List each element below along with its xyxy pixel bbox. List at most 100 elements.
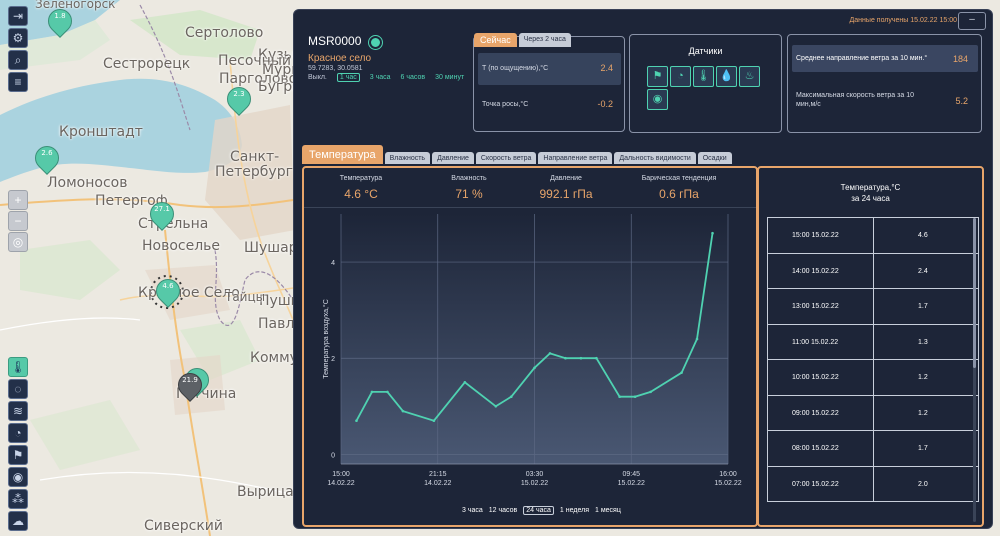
reading-label: Давление [550, 175, 582, 182]
period-3h[interactable]: 3 часа [462, 507, 483, 514]
interval-option-3h[interactable]: 3 часа [369, 74, 391, 81]
tab-visibility[interactable]: Дальность видимости [614, 152, 696, 164]
map-label: Песочный [218, 53, 291, 69]
chart-period-selector: 3 часа 12 часов 24 часа 1 неделя 1 месяц [462, 506, 621, 515]
history-scrollbar[interactable] [973, 218, 976, 522]
pressure-gauge-icon[interactable]: ◔ [670, 66, 691, 87]
humidity-drops-icon[interactable]: 💧 [716, 66, 737, 87]
tab-now[interactable]: Сейчас [474, 33, 517, 47]
map-label: Сертолово [185, 25, 264, 41]
table-row: 13:00 15.02.22 1.7 [767, 288, 979, 325]
settings-icon[interactable]: ⚙ [8, 28, 28, 48]
tab-humidity[interactable]: Влажность [384, 152, 431, 164]
tab-wind-speed[interactable]: Скорость ветра [475, 152, 537, 164]
table-row: 11:00 15.02.22 1.3 [767, 323, 979, 360]
y-tick-label: 0 [331, 452, 335, 459]
temperature-chart: 0 2 4 15:00 14.02.22 21:15 14.02.22 03:30 15.02.… [304, 209, 756, 525]
map-label: Зеленогорск [35, 0, 116, 11]
data-point [463, 380, 467, 384]
station-name: Красное село [308, 53, 372, 64]
period-1w[interactable]: 1 неделя [559, 507, 589, 514]
history-title: Температура,°С за 24 часа [759, 182, 982, 204]
visibility-icon[interactable]: ◉ [8, 467, 28, 487]
station-marker[interactable]: 2.6 [30, 141, 64, 176]
login-icon[interactable]: ⇥ [8, 6, 28, 26]
reading-value: 4.6 °С [344, 187, 378, 201]
map-label: Петербург [215, 164, 293, 180]
data-point [370, 390, 374, 394]
avg-wind-direction-label: Среднее направление ветра за 10 мин.° [796, 55, 928, 62]
interval-option-30m[interactable]: 30 минут [435, 74, 465, 81]
visibility-eye-icon[interactable]: ◉ [647, 89, 668, 110]
period-12h[interactable]: 12 часов [488, 507, 518, 514]
history-time: 11:00 15.02.22 [768, 324, 874, 359]
station-marker[interactable]: 2.3 [222, 82, 256, 117]
x-tick-label: 15:00 [332, 471, 350, 478]
marker-value: 27.1 [154, 205, 170, 213]
max-wind-speed-label: Максимальная скорость ветра за 10 мин,м/… [796, 92, 914, 108]
humidity-icon[interactable]: ◌ [8, 379, 28, 399]
table-row: 09:00 15.02.22 1.2 [767, 394, 979, 431]
history-table[interactable]: 15:00 15.02.22 4.6 14:00 15.02.22 2.4 13:0… [767, 217, 979, 502]
wind-direction-icon[interactable]: ⚑ [8, 445, 28, 465]
tab-temperature[interactable]: Температура [302, 145, 383, 164]
tab-wind-direction[interactable]: Направление ветра [538, 152, 613, 164]
station-marker[interactable]: 27.1 [145, 197, 179, 232]
data-point [618, 395, 621, 398]
menu-icon[interactable]: ≡ [8, 72, 28, 92]
locate-icon[interactable]: ◎ [8, 232, 28, 252]
station-marker[interactable]: 21.9 [173, 368, 207, 403]
interval-option-off[interactable]: Выкл. [308, 74, 327, 81]
interval-option-1h[interactable]: 1 час [336, 73, 360, 82]
history-time: 09:00 15.02.22 [768, 395, 874, 430]
tab-pressure[interactable]: Давление [432, 152, 474, 164]
period-24h[interactable]: 24 часа [523, 506, 554, 515]
precipitation-icon[interactable]: ⁂ [8, 489, 28, 509]
search-icon[interactable]: ⌕ [8, 50, 28, 70]
wind-sock-icon[interactable]: ⚑ [647, 66, 668, 87]
history-card: Температура,°С за 24 часа 15:00 15.02.22… [757, 166, 984, 527]
tab-precipitation[interactable]: Осадки [697, 152, 732, 164]
current-readings: Температура 4.6 °С Влажность 71 % Давлен… [304, 168, 756, 208]
temperature-data-card: Температура 4.6 °С Влажность 71 % Давлен… [302, 166, 758, 527]
tab-in-2-hours[interactable]: Через 2 часа [518, 33, 571, 47]
snow-icon[interactable]: ☁ [8, 511, 28, 531]
history-time: 10:00 15.02.22 [768, 360, 874, 395]
map-label: Пушк [259, 293, 300, 309]
marker-value: 2.6 [41, 149, 53, 157]
reading-value: 71 % [455, 187, 483, 201]
data-point [633, 395, 637, 398]
y-tick-label: 4 [331, 260, 335, 267]
zoom-out-icon[interactable]: − [8, 211, 28, 231]
max-wind-speed-row: Максимальная скорость ветра за 10 мин,м/… [792, 87, 978, 114]
station-marker[interactable]: 1.8 [43, 4, 77, 39]
reading-label: Температура [339, 175, 383, 182]
station-info: MSR0000 Красное село 59.7283, 30.0581 [308, 34, 478, 72]
data-point [695, 337, 699, 341]
wind-icon[interactable]: ≋ [8, 401, 28, 421]
current-conditions-card: Сейчас Через 2 часа Т (по ощущению),°С 2… [473, 33, 625, 132]
history-value: 1.7 [918, 303, 928, 310]
interval-option-6h[interactable]: 6 часов [400, 74, 426, 81]
data-point [494, 405, 498, 408]
data-point [680, 371, 683, 374]
x-tick-label: 09:45 [622, 471, 640, 478]
reading-pressure-tendency: Барическая тенденция 0.6 гПа [629, 175, 729, 201]
max-wind-speed-value: 5.2 [955, 96, 968, 106]
collapse-button[interactable]: – [958, 12, 986, 30]
map-label: Петергоф [95, 193, 168, 209]
reading-pressure: Давление 992.1 гПа [526, 175, 606, 201]
zoom-in-icon[interactable]: + [8, 190, 28, 210]
avg-wind-direction-row: Среднее направление ветра за 10 мин.° 18… [792, 45, 978, 72]
map-label: Сестрорецк [103, 56, 191, 72]
reading-humidity: Влажность 71 % [434, 175, 504, 201]
period-1m[interactable]: 1 месяц [595, 507, 621, 514]
station-marker-selected[interactable]: 4.6 [151, 274, 185, 309]
station-coords: 59.7283, 30.0581 [308, 65, 363, 72]
table-row: 15:00 15.02.22 4.6 [767, 217, 979, 254]
reading-value: 992.1 гПа [539, 187, 593, 201]
temperature-icon[interactable]: 🌡 [8, 357, 28, 377]
heat-waves-icon[interactable]: ♨ [739, 66, 760, 87]
thermometer-icon[interactable]: 🌡 [693, 66, 714, 87]
pressure-icon[interactable]: ◔ [8, 423, 28, 443]
